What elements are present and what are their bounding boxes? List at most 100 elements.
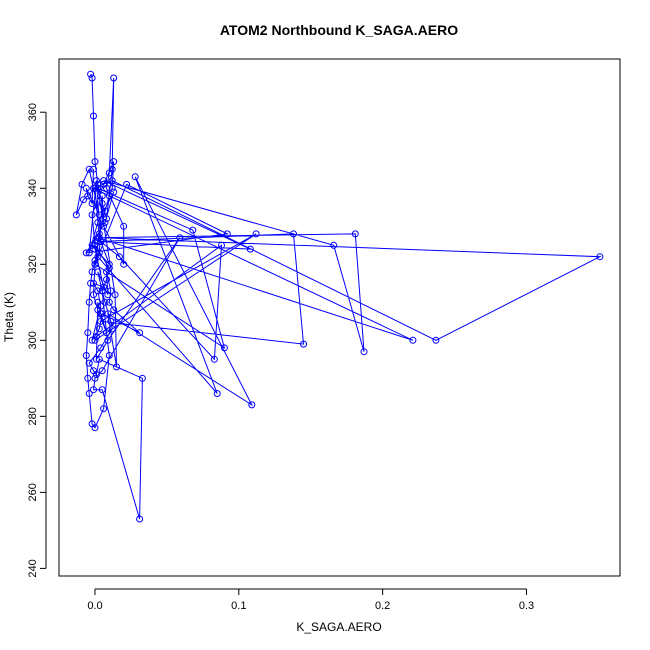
data-point [213,390,221,397]
data-point [88,211,96,219]
data-point [110,306,118,314]
data-point [330,241,338,249]
data-point [90,386,97,394]
data-point [91,424,99,432]
data-point [432,336,440,344]
data-point [84,374,92,382]
data-point [120,260,128,268]
data-point [110,188,118,196]
data-point [103,215,110,223]
x-tick-label: 0.3 [519,600,534,612]
x-axis-label: K_SAGA.AERO [296,620,381,634]
data-point [98,386,106,394]
data-point [210,355,218,363]
data-point [123,180,131,188]
data-point [82,249,90,257]
data-point [98,287,106,295]
data-point [84,192,92,200]
data-point [100,283,108,291]
data-point [90,279,97,287]
data-point [136,515,144,523]
data-point [91,184,99,192]
data-point [90,291,97,299]
y-tick-label: 260 [27,483,39,501]
plot-area-frame [58,58,621,577]
y-axis-label: Theta (K) [2,292,16,342]
data-point [98,200,106,207]
data-point [360,348,368,356]
data-point [72,211,80,219]
data-point [115,253,123,261]
y-tick-label: 320 [27,255,39,273]
data-point [85,165,93,173]
chart-title: ATOM2 Northbound K_SAGA.AERO [220,22,458,38]
y-tick-label: 300 [27,331,39,349]
data-point [91,336,99,344]
data-point [596,253,604,261]
data-point [105,298,113,306]
data-point [104,336,112,344]
data-point [85,249,93,257]
data-point [409,336,417,344]
data-point [95,234,103,242]
data-point [94,287,102,295]
data-point [110,158,118,166]
data-point [131,173,139,181]
data-point [104,310,112,318]
data-point [110,74,118,82]
data-point [100,180,108,188]
data-point [92,333,100,340]
data-point [95,249,103,257]
data-point [101,298,109,306]
data-point [252,230,260,238]
data-point [248,401,256,409]
data-point [95,211,103,219]
y-tick-label: 240 [27,559,39,577]
series-line [75,74,602,520]
data-point [290,230,297,238]
data-point [98,367,106,375]
data-point [88,74,96,82]
data-point [94,238,102,245]
data-point [120,222,128,230]
data-point [92,177,100,185]
data-point [218,241,225,249]
data-point [103,329,110,337]
data-point [91,374,99,382]
data-point [189,226,197,234]
series-layer [72,70,604,523]
data-point [107,287,115,295]
data-point [91,260,99,268]
data-point [85,390,93,397]
data-point [105,192,113,200]
data-point [95,355,103,363]
data-point [138,374,146,382]
data-point [94,268,102,276]
data-point [84,329,92,337]
data-point [108,184,116,192]
y-tick-label: 360 [27,103,39,121]
data-point [100,222,108,230]
data-point [107,317,115,325]
data-point [103,268,110,276]
data-point [100,405,108,413]
data-point [101,219,109,226]
x-tick-label: 0.2 [375,600,390,612]
data-point [90,165,97,173]
data-point [87,70,95,78]
data-point [95,325,103,333]
x-tick-label: 0.0 [87,600,102,612]
data-point [105,260,113,268]
data-point [85,359,93,367]
data-point [94,184,102,192]
y-axis: 240 260 280 300 320 340 360 [27,103,47,578]
data-point [111,291,119,299]
data-point [105,352,113,359]
x-tick-label: 0.1 [231,600,246,612]
data-point [108,177,116,185]
y-tick-label: 340 [27,179,39,197]
data-point [220,344,228,352]
data-point [223,230,231,238]
data-point [92,371,100,378]
